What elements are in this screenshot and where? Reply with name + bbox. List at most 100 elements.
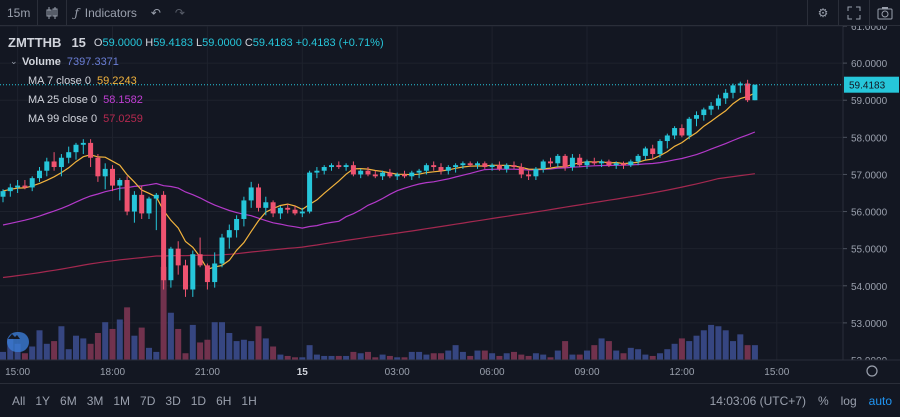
volume-bar <box>562 341 569 360</box>
bottom-toolbar: All 1Y 6M 3M 1M 7D 3D 1D 6H 1H 14:03:06 (UTC+7) %… <box>0 383 900 417</box>
candle-body <box>329 165 334 168</box>
redo-button[interactable]: ↷ <box>168 0 192 25</box>
price-tick-label: 61.0000 <box>851 26 888 33</box>
candle-body <box>285 207 291 210</box>
high-label: H <box>145 36 154 49</box>
time-tick-label: 15:00 <box>5 367 30 378</box>
volume-bar <box>584 350 590 360</box>
volume-legend-row[interactable]: ⌄ Volume 7397.3371 <box>8 52 387 71</box>
collapse-chevron-icon[interactable]: ⌄ <box>10 56 18 66</box>
volume-bar <box>175 328 182 360</box>
candle-body <box>219 237 225 264</box>
volume-bar <box>569 354 576 360</box>
candle-body <box>621 163 626 166</box>
ma7-legend-row[interactable]: MA 7 close 0 59.2243 <box>8 71 387 90</box>
fullscreen-button[interactable] <box>839 0 869 25</box>
candle-body <box>307 172 313 212</box>
timeframe-3m[interactable]: 3M <box>86 393 104 408</box>
logo-badge <box>7 332 29 352</box>
candle-body <box>737 83 743 86</box>
timeframe-all[interactable]: All <box>12 393 26 408</box>
timeframe-3d[interactable]: 3D <box>165 393 181 408</box>
candle-body <box>197 254 203 266</box>
candle-body <box>460 163 466 166</box>
timeframe-6h[interactable]: 6H <box>216 393 232 408</box>
timeframe-7d[interactable]: 7D <box>140 393 156 408</box>
price-tick-label: 56.0000 <box>851 208 888 219</box>
candle-body <box>745 83 751 101</box>
function-icon: ƒ <box>74 5 79 20</box>
candle-body <box>511 165 517 168</box>
candle-body <box>409 172 415 177</box>
volume-bar <box>153 351 160 360</box>
chart-area[interactable]: 61.0000 60.0000 59.0000 58.0000 57.0000 56.00… <box>0 26 900 382</box>
timeframe-1y[interactable]: 1Y <box>35 393 51 408</box>
last-price-tag <box>844 76 899 93</box>
candle-body <box>22 185 28 188</box>
ma25-label: MA 25 close 0 <box>28 93 98 106</box>
candle-body <box>241 200 247 219</box>
undo-button[interactable]: ↶ <box>144 0 168 25</box>
interval-selector[interactable]: 15m <box>0 0 37 25</box>
volume-bar <box>627 347 634 360</box>
interval-text: 15 <box>71 35 86 50</box>
chart-type-button[interactable] <box>38 0 66 25</box>
fullscreen-icon <box>847 6 861 19</box>
candle-body <box>153 194 159 199</box>
candle-body <box>0 191 6 197</box>
time-tick-label: 12:00 <box>669 367 694 378</box>
undo-icon: ↶ <box>150 5 161 20</box>
timeframe-1d[interactable]: 1D <box>190 393 207 408</box>
volume-bar <box>299 357 306 360</box>
settings-button[interactable]: ⚙ <box>808 0 838 25</box>
ma99-line <box>2 173 755 279</box>
timeframe-1m[interactable]: 1M <box>113 393 131 408</box>
volume-bar <box>167 312 174 360</box>
time-tick-label: 18:00 <box>100 367 125 378</box>
volume-bar <box>321 355 328 360</box>
current-time: 14:03:06 (UTC+7) <box>709 393 806 408</box>
indicators-button[interactable]: ƒ Indicators <box>67 0 143 25</box>
candle-body <box>569 157 575 168</box>
price-chart[interactable]: 61.0000 60.0000 59.0000 58.0000 57.0000 56.00… <box>0 26 900 382</box>
volume-bar <box>80 338 87 360</box>
candle-body <box>146 198 152 214</box>
volume-bar <box>598 338 605 360</box>
open-value: 59.0000 <box>102 36 143 49</box>
log-toggle[interactable]: log <box>840 393 857 408</box>
timeframe-6m[interactable]: 6M <box>60 393 77 408</box>
candle-body <box>387 172 393 177</box>
volume-bar <box>226 333 233 360</box>
axis-gear-icon[interactable] <box>866 365 878 377</box>
candle-body <box>7 187 13 192</box>
candle-body <box>679 128 685 136</box>
ma25-legend-row[interactable]: MA 25 close 0 58.1582 <box>8 90 387 109</box>
percent-toggle[interactable]: % <box>817 393 829 408</box>
volume-bar <box>73 335 79 360</box>
volume-bar <box>430 353 437 360</box>
auto-toggle[interactable]: auto <box>868 393 892 408</box>
candles-icon <box>46 6 58 19</box>
candle-body <box>496 165 502 169</box>
candle-body <box>183 265 188 290</box>
time-tick-label: 21:00 <box>195 367 220 378</box>
timeframe-1h[interactable]: 1H <box>241 393 257 408</box>
candle-body <box>475 163 480 166</box>
volume-bar <box>94 333 101 360</box>
close-label: C <box>244 36 253 49</box>
price-tick-label: 54.0000 <box>851 282 888 293</box>
ma99-legend-row[interactable]: MA 99 close 0 57.0259 <box>8 109 387 128</box>
volume-bar <box>43 343 50 360</box>
volume-bar <box>248 341 255 360</box>
ma99-label: MA 99 close 0 <box>28 112 98 125</box>
candle-body <box>321 167 327 171</box>
screenshot-button[interactable] <box>870 0 900 25</box>
volume-bar <box>124 307 131 360</box>
volume-bar <box>109 328 116 360</box>
volume-bar <box>372 357 379 360</box>
time-tick-label: 06:00 <box>480 367 505 378</box>
candle-body <box>248 187 254 201</box>
price-tick-label: 55.0000 <box>851 245 888 256</box>
volume-bar <box>547 357 554 360</box>
candle-body <box>533 168 539 177</box>
